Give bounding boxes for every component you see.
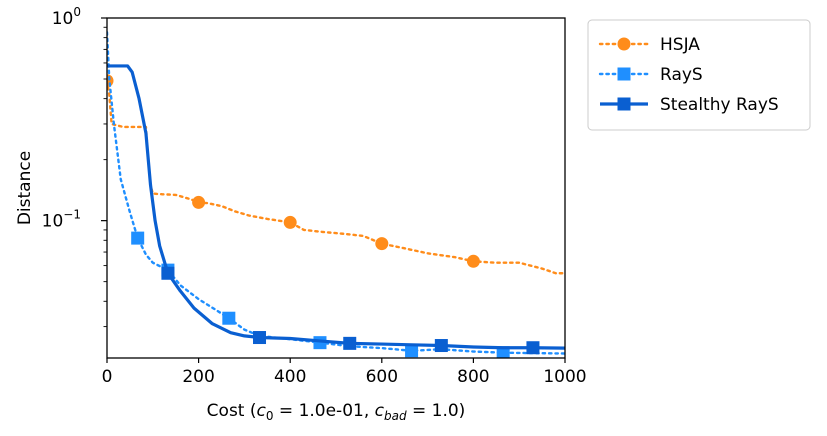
data-point — [161, 266, 175, 280]
data-point — [434, 339, 448, 353]
x-tick-label: 600 — [366, 367, 398, 387]
legend-marker — [617, 67, 631, 81]
legend-marker — [617, 97, 631, 111]
series-line-stealthy-rays — [107, 64, 565, 350]
legend-label: Stealthy RayS — [660, 95, 779, 115]
x-tick-label: 200 — [182, 367, 214, 387]
data-point — [466, 254, 480, 268]
x-tick-label: 0 — [102, 367, 113, 387]
data-point — [496, 346, 510, 358]
data-point — [375, 237, 389, 251]
data-point — [526, 341, 540, 355]
y-tick-label: 100 — [52, 5, 81, 29]
legend-marker — [617, 37, 631, 51]
data-point — [405, 344, 419, 358]
x-tick-label: 1000 — [543, 367, 586, 387]
data-point — [283, 215, 297, 229]
data-point — [253, 331, 267, 345]
tick-layer: 0 200 400 600 800 1000 100 10−1 — [42, 5, 587, 387]
x-tick-label: 800 — [457, 367, 489, 387]
data-point — [131, 231, 145, 245]
series-line-rays — [107, 31, 565, 355]
data-point — [222, 311, 236, 325]
series-layer — [107, 31, 565, 358]
legend-label: HSJA — [660, 35, 700, 55]
series-line-hsja — [107, 79, 565, 275]
y-axis-label: Distance — [15, 151, 35, 225]
y-tick-label: 10−1 — [42, 208, 81, 232]
legend: HSJA RayS Stealthy RayS — [587, 19, 811, 131]
data-point — [343, 336, 357, 350]
x-tick-label: 400 — [274, 367, 306, 387]
plot-frame — [106, 17, 566, 359]
data-point — [192, 195, 206, 209]
legend-label: RayS — [660, 65, 703, 85]
x-axis-label: Cost (c0 = 1.0e-01, cbad = 1.0) — [207, 401, 466, 423]
